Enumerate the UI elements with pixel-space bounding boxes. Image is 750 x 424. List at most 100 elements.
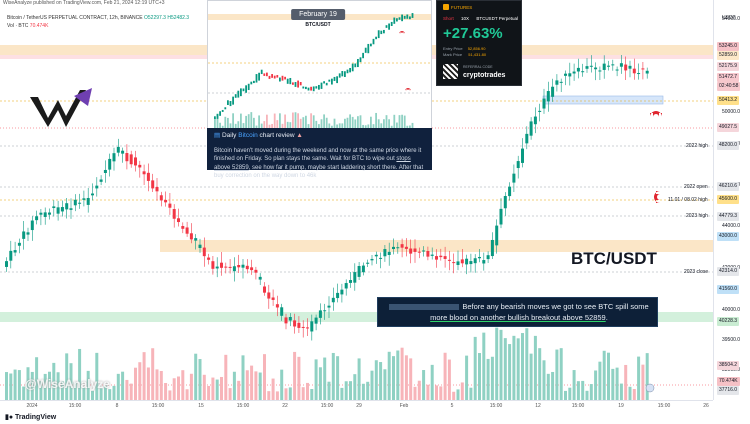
inset-candle bbox=[242, 88, 245, 92]
inset-candle bbox=[383, 29, 385, 34]
inset-volume-bar bbox=[299, 118, 302, 129]
inset-volume-bar bbox=[219, 122, 221, 129]
inset-candle bbox=[362, 52, 364, 59]
inset-volume-bar bbox=[234, 123, 237, 129]
volume-bar bbox=[529, 353, 533, 400]
inset-volume-bar bbox=[258, 115, 260, 129]
candle-body bbox=[228, 266, 232, 268]
redacted-block bbox=[389, 304, 460, 311]
candle-body bbox=[146, 172, 150, 181]
candle-body bbox=[288, 317, 292, 321]
price-tick: 44000.0 bbox=[722, 223, 741, 229]
price-label: 50413.2 bbox=[717, 96, 740, 105]
candle-body bbox=[404, 246, 408, 249]
inset-candle bbox=[401, 14, 403, 22]
inset-candle bbox=[372, 38, 375, 45]
volume-bar bbox=[542, 360, 546, 400]
inset-volume-bar bbox=[364, 125, 367, 129]
inset-candle bbox=[325, 82, 328, 86]
candle-body bbox=[452, 262, 456, 264]
volume-bar bbox=[69, 363, 73, 400]
inset-volume-bar bbox=[380, 123, 383, 129]
callout-text: Before any bearish moves we got to see B… bbox=[384, 301, 654, 323]
time-axis[interactable]: 2024 15:00 8 15:00 15 15:00 22 15:00 29 Feb 5 15:00… bbox=[0, 400, 713, 411]
inset-volume-bar bbox=[396, 122, 398, 129]
inset-volume-bar bbox=[383, 119, 385, 129]
volume-bar bbox=[495, 327, 499, 400]
volume-bar bbox=[452, 391, 456, 400]
candle-body bbox=[155, 186, 159, 192]
volume-bar bbox=[245, 370, 249, 400]
review-body: Bitcoin haven't moved during the weekend… bbox=[214, 147, 428, 181]
volume-bar bbox=[400, 347, 404, 400]
candle-body bbox=[202, 247, 206, 257]
inset-candle bbox=[245, 85, 247, 93]
inset-volume-bar bbox=[247, 114, 250, 129]
volume-bar bbox=[202, 374, 206, 400]
time-tick: 15:00 bbox=[236, 403, 250, 409]
inset-candle bbox=[284, 76, 286, 80]
chart-icon: ▤ bbox=[214, 132, 221, 139]
volume-bar bbox=[366, 381, 370, 400]
inset-candle bbox=[232, 96, 234, 105]
heading-suffix: chart review bbox=[257, 132, 295, 139]
candle-body bbox=[400, 244, 404, 248]
inset-volume-bar bbox=[359, 115, 362, 129]
review-link[interactable]: stops above 52859 bbox=[214, 156, 411, 171]
inset-symbol: BTC/USDT bbox=[305, 22, 331, 28]
time-tick: 15 bbox=[198, 403, 204, 409]
inset-volume-bar bbox=[273, 113, 276, 129]
volume-bar bbox=[602, 350, 606, 400]
price-axis[interactable]: USDT 54000.050000.048000.046000.044000.0… bbox=[713, 0, 750, 400]
candle-body bbox=[387, 251, 391, 255]
inset-volume-bar bbox=[393, 114, 396, 129]
candle-body bbox=[185, 227, 189, 234]
price-label: 38504.2 bbox=[717, 361, 740, 370]
volume-bar bbox=[151, 348, 155, 400]
inset-candle bbox=[331, 78, 333, 85]
volume-bar bbox=[129, 383, 133, 400]
volume-label[interactable]: Vol · BTC bbox=[7, 23, 29, 29]
inset-volume-bar bbox=[271, 123, 273, 129]
candle-body bbox=[306, 327, 309, 329]
candle-body bbox=[409, 248, 413, 254]
inset-candle bbox=[406, 14, 409, 19]
inset-candle bbox=[341, 71, 344, 77]
volume-bar bbox=[533, 335, 537, 400]
price-tick: 50000.0 bbox=[722, 109, 741, 115]
volume-bar bbox=[396, 350, 400, 400]
candle-body bbox=[232, 266, 236, 272]
volume-bar bbox=[387, 351, 391, 400]
volume-bar bbox=[82, 387, 86, 400]
candle-body bbox=[478, 256, 481, 259]
volume-bar bbox=[207, 385, 211, 400]
candle-body bbox=[435, 256, 438, 260]
candle-body bbox=[142, 171, 146, 175]
volume-bar bbox=[263, 354, 266, 400]
volume-bar bbox=[327, 381, 331, 400]
symbol-title[interactable]: Bitcoin / TetherUS PERPETUAL CONTRACT, 1… bbox=[7, 15, 143, 21]
review-panel bbox=[207, 128, 432, 170]
candle-body bbox=[512, 173, 516, 183]
callout-text-2: . bbox=[605, 313, 608, 322]
candle-body bbox=[271, 297, 275, 300]
candle-body bbox=[551, 86, 555, 97]
inset-volume-bar bbox=[297, 113, 299, 129]
candle-body bbox=[456, 261, 460, 265]
candle-body bbox=[327, 305, 331, 308]
inset-candle bbox=[344, 71, 346, 77]
candle-body bbox=[224, 266, 228, 268]
inset-volume-bar bbox=[336, 124, 338, 129]
inset-candle bbox=[375, 36, 377, 40]
volume-bar bbox=[349, 381, 352, 400]
tradingview-logo[interactable]: ▮● TradingView bbox=[5, 413, 56, 421]
inset-volume-bar bbox=[284, 114, 286, 129]
candle-body bbox=[396, 247, 400, 249]
volume-bar bbox=[177, 376, 180, 400]
inset-candle bbox=[299, 81, 302, 86]
candle-body bbox=[366, 262, 370, 264]
volume-bar bbox=[103, 385, 107, 400]
candle-body bbox=[207, 257, 211, 260]
candle-body bbox=[374, 254, 378, 257]
inset-candle bbox=[240, 88, 242, 97]
